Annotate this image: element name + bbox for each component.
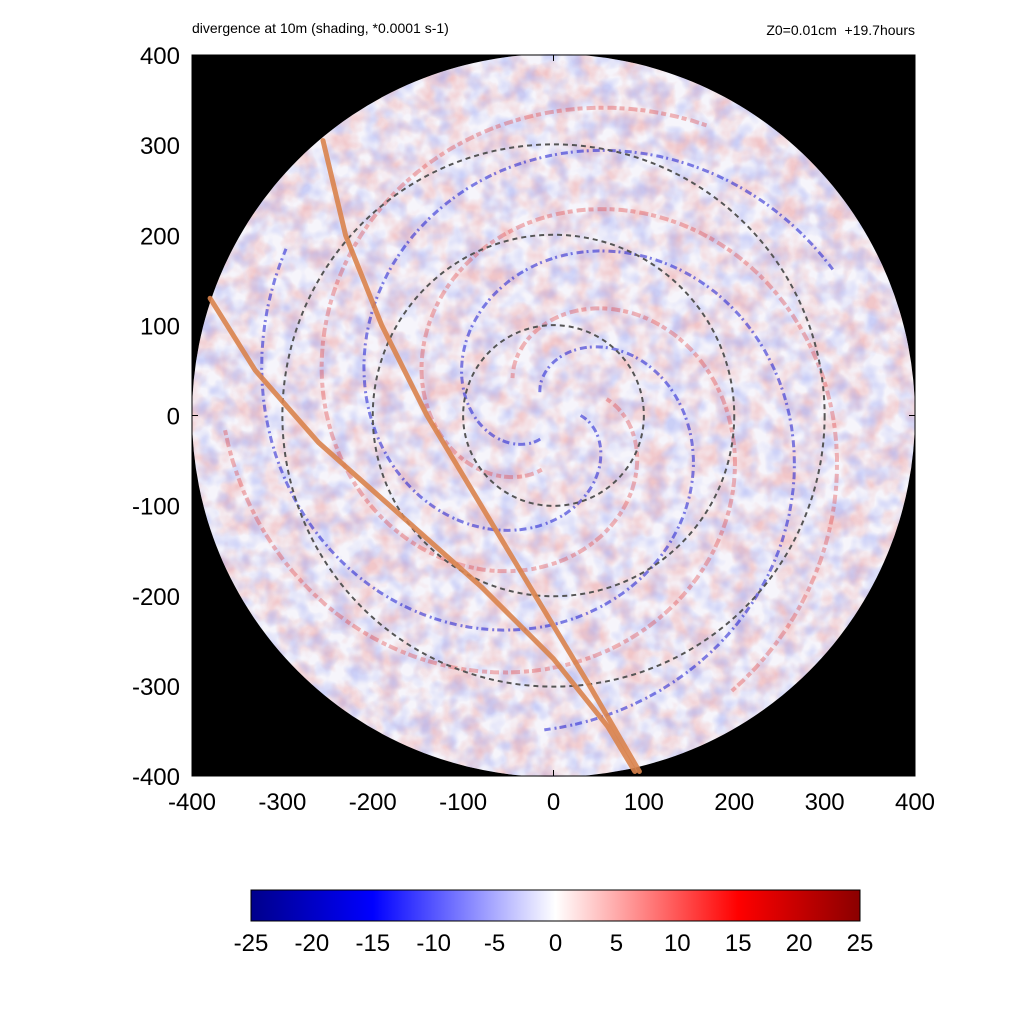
y-tick-label: 100 bbox=[140, 313, 180, 340]
chart-title: divergence at 10m (shading, *0.0001 s-1) bbox=[192, 20, 449, 36]
colorbar-tick-label: -25 bbox=[234, 930, 269, 957]
colorbar-tick-label: 5 bbox=[610, 930, 623, 957]
x-tick-label: 200 bbox=[714, 789, 754, 816]
colorbar-tick-label: 15 bbox=[725, 930, 752, 957]
y-tick-label: 400 bbox=[140, 43, 180, 70]
y-tick-label: 0 bbox=[167, 404, 180, 431]
colorbar-tick-label: -10 bbox=[416, 930, 451, 957]
y-tick-label: -200 bbox=[132, 584, 180, 611]
y-tick-label: 200 bbox=[140, 223, 180, 250]
storm-track bbox=[207, 295, 638, 774]
x-tick-label: -200 bbox=[349, 789, 397, 816]
colorbar-tick-label: 10 bbox=[664, 930, 691, 957]
divergence-field bbox=[192, 54, 915, 777]
y-tick-label: 300 bbox=[140, 133, 180, 160]
x-tick-label: -400 bbox=[168, 789, 216, 816]
x-tick-label: 0 bbox=[547, 789, 560, 816]
colorbar-tick-label: -20 bbox=[295, 930, 330, 957]
x-tick-label: 100 bbox=[624, 789, 664, 816]
colorbar-tick-label: 0 bbox=[549, 930, 562, 957]
storm-track bbox=[320, 138, 642, 774]
radius-circle bbox=[371, 233, 736, 598]
colorbar-tick-label: 20 bbox=[786, 930, 813, 957]
y-tick-label: -400 bbox=[132, 764, 180, 791]
divergence-band bbox=[222, 306, 738, 675]
radius-circle bbox=[462, 324, 645, 507]
chart-subtitle: Z0=0.01cm +19.7hours bbox=[766, 22, 915, 38]
convergence-band bbox=[260, 248, 695, 632]
convergence-band bbox=[362, 148, 834, 532]
divergence-band bbox=[319, 105, 709, 574]
colorbar-tick-label: 25 bbox=[847, 930, 874, 957]
x-tick-label: 300 bbox=[805, 789, 845, 816]
x-tick-label: -100 bbox=[439, 789, 487, 816]
colorbar-tick-label: -5 bbox=[484, 930, 505, 957]
y-tick-label: -100 bbox=[132, 494, 180, 521]
colorbar bbox=[250, 889, 861, 922]
colorbar-tick-label: -15 bbox=[355, 930, 390, 957]
x-tick-label: -300 bbox=[258, 789, 306, 816]
radius-circle bbox=[281, 143, 826, 688]
y-tick-label: -300 bbox=[132, 674, 180, 701]
divergence-band bbox=[419, 207, 840, 693]
x-tick-label: 400 bbox=[895, 789, 935, 816]
convergence-band bbox=[460, 249, 796, 732]
